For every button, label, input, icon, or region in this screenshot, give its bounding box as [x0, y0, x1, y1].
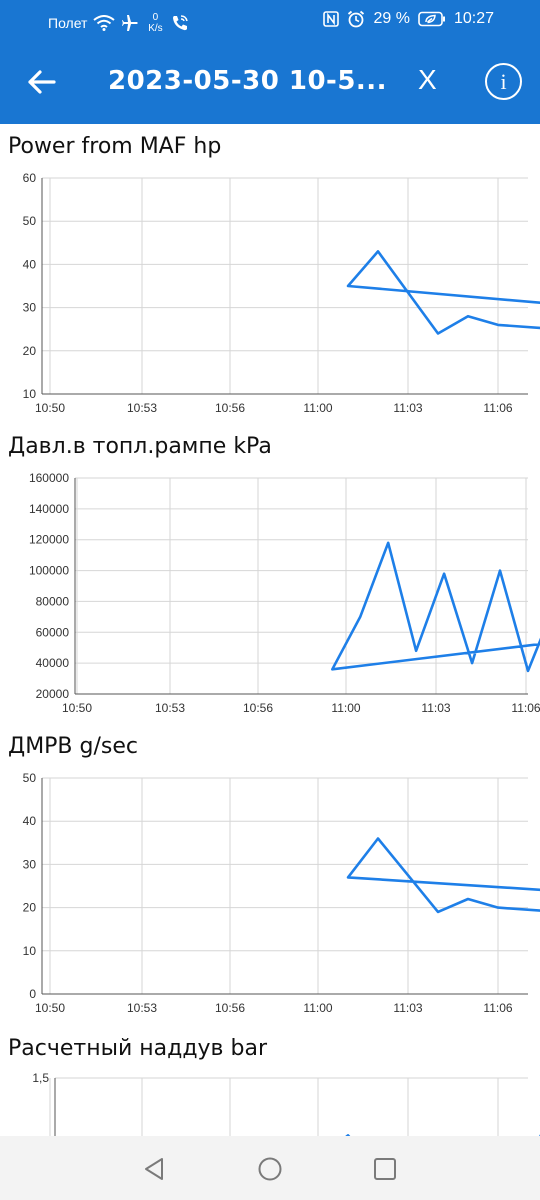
wifi-call-icon	[173, 15, 189, 31]
x-tick-label: 10:53	[127, 1001, 157, 1015]
x-tick-label: 10:56	[215, 1001, 245, 1015]
series-line	[345, 1134, 540, 1136]
info-button[interactable]: i	[485, 63, 522, 100]
y-tick-label: 60	[23, 171, 37, 185]
y-tick-label: 40	[23, 257, 37, 271]
x-tick-label: 10:50	[35, 401, 65, 415]
chart-dmrv[interactable]: 0 10 20 30 40 50 10:50 10:53 10:56 11:00 11:03 11:0…	[0, 771, 540, 1029]
close-button[interactable]: X	[418, 64, 437, 95]
battery-percent: 29 %	[373, 10, 410, 27]
series-line	[346, 837, 540, 914]
nav-recents-icon[interactable]	[372, 1156, 398, 1182]
y-tick-label: 120000	[29, 533, 69, 547]
x-tick-label: 11:06	[511, 701, 540, 715]
chart-title-maf-power: Power from MAF hp	[8, 134, 222, 159]
y-tick-label: 50	[23, 771, 37, 785]
chart-fuel-rail-pressure[interactable]: 20000 40000 60000 80000 100000 120000 140000 16…	[0, 471, 540, 729]
y-tick-label: 30	[23, 857, 37, 871]
y-tick-label: 40	[23, 814, 37, 828]
chart-title-fuel-pressure: Давл.в топл.рампе kPa	[8, 434, 272, 459]
system-nav-bar	[0, 1136, 540, 1200]
x-tick-label: 10:53	[155, 701, 185, 715]
net-speed-value: 0	[152, 12, 159, 23]
y-tick-label: 10	[23, 387, 37, 401]
x-tick-label: 11:00	[303, 401, 332, 415]
clock: 10:27	[453, 10, 494, 27]
y-tick-label: 80000	[36, 594, 70, 608]
x-tick-label: 10:50	[62, 701, 92, 715]
alarm-icon	[348, 10, 365, 28]
status-bar: Полет 0 K/s 29 %	[0, 0, 540, 40]
app-bar: 2023-05-30 10-5... X i	[0, 40, 540, 124]
y-tick-label: 20	[23, 344, 37, 358]
y-tick-label: 10	[23, 944, 37, 958]
y-tick-label: 0	[29, 987, 36, 1001]
nfc-icon	[323, 11, 340, 27]
x-tick-label: 11:00	[303, 1001, 332, 1015]
y-tick-label: 20	[23, 901, 37, 915]
x-tick-label: 11:06	[483, 401, 512, 415]
y-tick-label: 160000	[29, 471, 69, 485]
chart-maf-power[interactable]: 10 20 30 40 50 60 10:50 10:53 10:56 11:00 11:03 11:…	[0, 171, 540, 429]
x-tick-label: 11:03	[421, 701, 450, 715]
chart-title-boost: Расчетный наддув bar	[8, 1036, 267, 1061]
x-tick-label: 11:03	[393, 1001, 422, 1015]
y-tick-label: 60000	[36, 625, 70, 639]
nav-home-icon[interactable]	[257, 1156, 283, 1182]
status-right: 29 % 10:27	[323, 10, 494, 28]
net-speed: 0 K/s	[145, 12, 165, 34]
series-line	[346, 250, 540, 335]
carrier-label: Полет	[48, 15, 88, 31]
status-left: Полет 0 K/s	[48, 12, 189, 34]
x-tick-label: 10:50	[35, 1001, 65, 1015]
airplane-icon	[122, 15, 139, 31]
y-tick-label: 30	[23, 301, 37, 315]
x-tick-label: 10:53	[127, 401, 157, 415]
back-arrow-icon[interactable]	[22, 62, 62, 102]
y-tick-label: 1,5	[32, 1071, 49, 1085]
x-tick-label: 11:06	[483, 1001, 512, 1015]
x-tick-label: 11:03	[393, 401, 422, 415]
nav-back-icon[interactable]	[142, 1156, 168, 1182]
charts-list[interactable]: Power from MAF hp 10 20 30 40 50 60 10:50 10:53…	[0, 124, 540, 1136]
y-tick-label: 20000	[36, 687, 70, 701]
x-tick-label: 11:00	[331, 701, 360, 715]
wifi-icon	[93, 15, 116, 31]
y-tick-label: 50	[23, 214, 37, 228]
y-tick-label: 40000	[36, 656, 70, 670]
y-tick-label: 100000	[29, 564, 69, 578]
chart-title-dmrv: ДМРВ g/sec	[8, 734, 138, 759]
x-tick-label: 10:56	[243, 701, 273, 715]
net-speed-unit: K/s	[148, 23, 163, 34]
chart-boost[interactable]: 11,5	[0, 1071, 540, 1136]
x-tick-label: 10:56	[215, 401, 245, 415]
battery-saver-icon	[418, 11, 445, 27]
page-title: 2023-05-30 10-5...	[108, 66, 388, 96]
y-tick-label: 140000	[29, 502, 69, 516]
